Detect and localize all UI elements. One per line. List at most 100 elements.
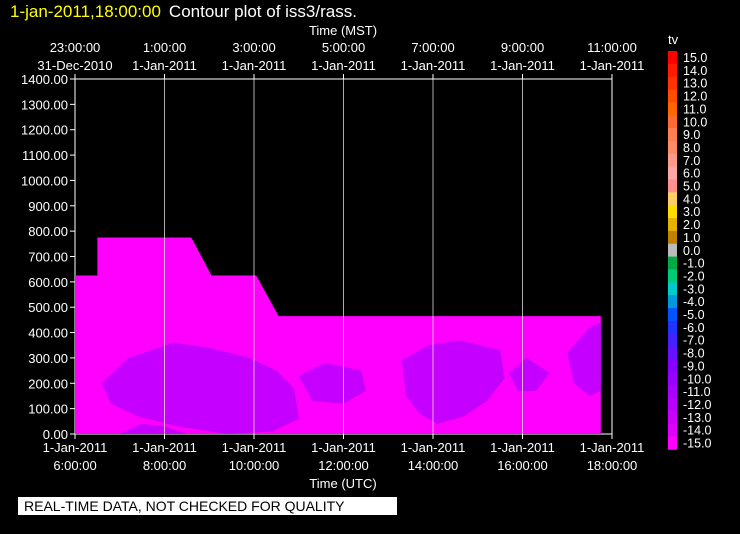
x-top-tick-date-5: 1-Jan-2011	[490, 58, 555, 73]
x-bottom-tick-time-3: 12:00:00	[318, 458, 369, 473]
x-bottom-axis-label: Time (UTC)	[309, 476, 376, 491]
y-tick-label-10: 400.00	[28, 326, 68, 341]
colorbar-label-30: -15.0	[683, 437, 712, 451]
colorbar-swatch-12	[668, 205, 677, 219]
x-top-tick-time-2: 3:00:00	[232, 40, 275, 55]
colorbar-label-18: -3.0	[683, 282, 705, 296]
colorbar-swatch-20	[668, 308, 677, 322]
x-bottom-tick-time-4: 14:00:00	[408, 458, 459, 473]
colorbar-swatch-8	[668, 153, 677, 168]
colorbar-label-2: 13.0	[683, 77, 707, 91]
colorbar-label-5: 10.0	[683, 115, 707, 129]
colorbar-swatch-17	[668, 269, 677, 283]
colorbar-label-24: -9.0	[683, 359, 705, 373]
colorbar-label-14: 1.0	[683, 231, 700, 245]
colorbar-label-12: 3.0	[683, 205, 700, 219]
y-tick-label-7: 700.00	[28, 250, 68, 265]
colorbar-swatch-22	[668, 333, 677, 347]
colorbar-label-16: -1.0	[683, 257, 705, 271]
y-tick-label-4: 1000.00	[21, 173, 68, 188]
colorbar-swatch-21	[668, 320, 677, 335]
colorbar-label-3: 12.0	[683, 90, 707, 104]
x-top-tick-time-4: 7:00:00	[411, 40, 454, 55]
colorbar-swatch-24	[668, 359, 677, 373]
x-top-tick-time-0: 23:00:00	[50, 40, 101, 55]
colorbar-swatch-15	[668, 243, 677, 257]
x-bottom-tick-time-1: 8:00:00	[143, 458, 186, 473]
colorbar-swatch-4	[668, 102, 677, 116]
contour-patch-4	[509, 357, 550, 391]
colorbar-swatch-26	[668, 385, 677, 399]
x-bottom-tick-date-0: 1-Jan-2011	[43, 440, 108, 455]
contour-patch-5	[567, 322, 601, 396]
colorbar-swatch-2	[668, 76, 677, 90]
contour-patch-2	[298, 363, 366, 404]
colorbar-swatch-6	[668, 128, 677, 142]
colorbar-swatch-25	[668, 372, 677, 386]
x-top-tick-date-0: 31-Dec-2010	[37, 58, 112, 73]
colorbar-label-19: -4.0	[683, 295, 705, 309]
colorbar-label-23: -8.0	[683, 347, 705, 361]
colorbar-label-8: 7.0	[683, 154, 700, 168]
x-top-axis-label: Time (MST)	[309, 23, 377, 38]
colorbar-label-9: 6.0	[683, 167, 700, 181]
colorbar-label-28: -13.0	[683, 411, 712, 425]
colorbar-swatch-16	[668, 256, 677, 270]
contour-patch-6	[119, 423, 187, 434]
colorbar-label-7: 8.0	[683, 141, 700, 155]
colorbar-label-4: 11.0	[683, 102, 706, 116]
colorbar-swatch-11	[668, 192, 677, 206]
x-bottom-tick-time-0: 6:00:00	[53, 458, 96, 473]
x-top-tick-time-3: 5:00:00	[322, 40, 365, 55]
y-tick-label-9: 500.00	[28, 300, 68, 315]
x-top-tick-time-1: 1:00:00	[143, 40, 186, 55]
y-tick-label-12: 200.00	[28, 376, 68, 391]
x-bottom-tick-date-4: 1-Jan-2011	[401, 440, 466, 455]
x-bottom-tick-date-1: 1-Jan-2011	[132, 440, 197, 455]
colorbar-label-6: 9.0	[683, 128, 700, 142]
colorbar-label-20: -5.0	[683, 308, 705, 322]
y-tick-label-3: 1100.00	[22, 148, 68, 163]
colorbar-swatch-14	[668, 230, 677, 245]
colorbar-swatch-1	[668, 63, 677, 78]
colorbar-swatch-18	[668, 282, 677, 296]
colorbar-label-21: -6.0	[683, 321, 705, 335]
x-top-tick-date-3: 1-Jan-2011	[311, 58, 376, 73]
colorbar-label-26: -11.0	[683, 385, 711, 399]
colorbar-label-10: 5.0	[683, 180, 700, 194]
colorbar-label-0: 15.0	[683, 51, 707, 65]
colorbar-label-27: -12.0	[683, 398, 712, 412]
y-tick-label-5: 900.00	[28, 199, 68, 214]
x-bottom-tick-time-5: 16:00:00	[497, 458, 548, 473]
colorbar-swatch-9	[668, 166, 677, 180]
x-top-tick-date-2: 1-Jan-2011	[222, 58, 287, 73]
y-tick-label-13: 100.00	[28, 402, 68, 417]
y-tick-label-1: 1300.00	[21, 97, 68, 112]
colorbar-swatch-19	[668, 295, 677, 309]
x-top-tick-date-1: 1-Jan-2011	[132, 58, 197, 73]
x-bottom-tick-date-2: 1-Jan-2011	[222, 440, 287, 455]
y-tick-label-11: 300.00	[28, 351, 68, 366]
x-top-tick-time-6: 11:00:00	[587, 40, 637, 55]
colorbar-label-29: -14.0	[683, 424, 712, 438]
colorbar-label-17: -2.0	[683, 269, 705, 283]
x-top-tick-date-4: 1-Jan-2011	[401, 58, 466, 73]
contour-patch-1	[101, 342, 299, 434]
colorbar-swatch-5	[668, 115, 677, 129]
quality-disclaimer: REAL-TIME DATA, NOT CHECKED FOR QUALITY	[18, 497, 397, 515]
y-tick-label-2: 1200.00	[21, 123, 68, 138]
colorbar-swatch-29	[668, 423, 677, 437]
x-bottom-tick-date-6: 1-Jan-2011	[580, 440, 645, 455]
y-tick-label-8: 600.00	[28, 275, 68, 290]
colorbar-swatch-27	[668, 397, 677, 412]
timestamp: 1-jan-2011,18:00:00	[10, 2, 161, 21]
colorbar-swatch-13	[668, 218, 677, 232]
y-tick-label-14: 0.00	[43, 427, 68, 442]
contour-patch-3	[401, 340, 505, 424]
y-tick-label-0: 1400.00	[21, 72, 68, 87]
x-top-tick-date-6: 1-Jan-2011	[580, 58, 645, 73]
colorbar-swatch-3	[668, 89, 677, 103]
colorbar-label-11: 4.0	[683, 192, 700, 206]
colorbar-label: tv	[668, 32, 679, 47]
